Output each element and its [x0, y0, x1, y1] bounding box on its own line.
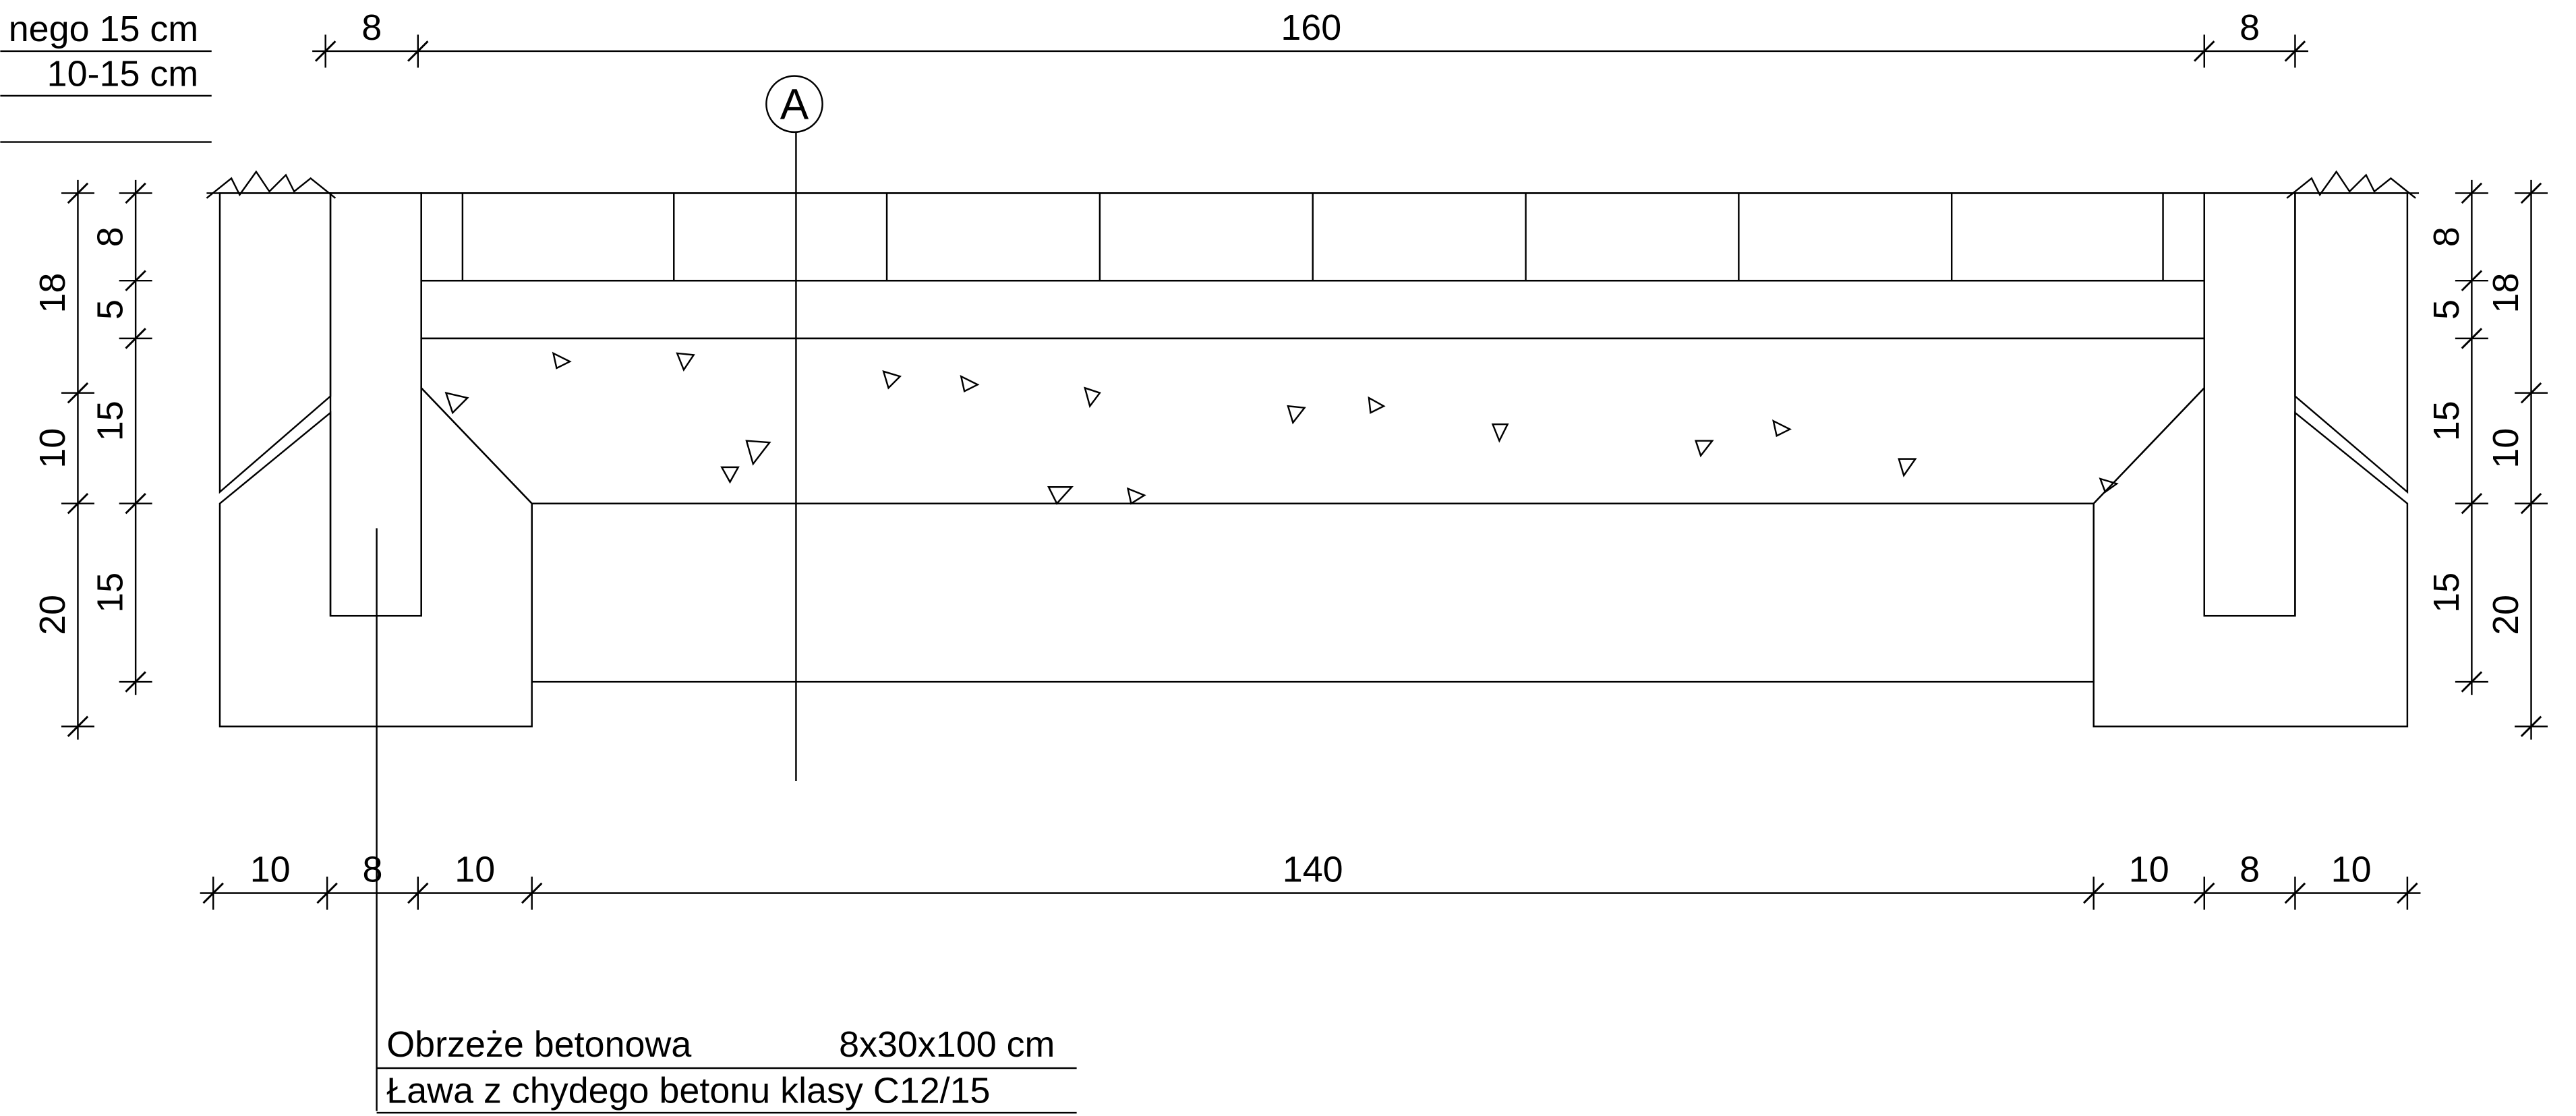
- legend-line: nego 15 cm: [9, 9, 198, 49]
- dim-label: 18: [2486, 273, 2526, 314]
- legend-top: nego 15 cm 10-15 cm: [0, 9, 212, 143]
- dim-label: 10: [455, 849, 495, 889]
- note-text: 8x30x100 cm: [839, 1024, 1055, 1065]
- curb: [2203, 192, 2296, 617]
- dim-label: 15: [2426, 401, 2467, 441]
- base-layer: [420, 279, 2205, 340]
- dim-label: 140: [1283, 849, 1343, 889]
- concrete-bench: [2092, 386, 2409, 728]
- soil: [2294, 192, 2409, 494]
- dim-label: 5: [90, 299, 131, 320]
- dim-label: 8: [2426, 227, 2467, 247]
- dim-label: 8: [2240, 7, 2260, 48]
- dim-label: 10: [32, 428, 73, 469]
- legend-line: 10-15 cm: [47, 53, 199, 94]
- sand-layer: [531, 502, 2095, 683]
- grass: [206, 170, 2416, 199]
- note-text: Ława z chydego betonu klasy C12/15: [386, 1070, 990, 1111]
- marker-label: A: [780, 80, 809, 128]
- dim-label: 8: [2240, 849, 2260, 889]
- dim-label: 10: [2129, 849, 2169, 889]
- dim-label: 8: [362, 849, 382, 889]
- dim-label: 20: [32, 595, 73, 635]
- aggregate: [444, 351, 2119, 505]
- dim-label: 15: [2426, 572, 2467, 613]
- pavers: [420, 192, 2205, 282]
- dim-label: 10: [250, 849, 291, 889]
- dimensions: 8 160 8 10 8 10 140 10 8 10 18 10 20 8 5 15 15 8 5 15 15 18 10…: [32, 7, 2548, 910]
- section-marker: A: [765, 75, 823, 782]
- dim-label: 5: [2426, 299, 2467, 320]
- dim-label: 8: [90, 227, 131, 247]
- note-text: Obrzeże betonowa: [386, 1024, 691, 1065]
- dim-label: 10: [2331, 849, 2372, 889]
- dim-label: 160: [1281, 7, 1341, 48]
- dim-label: 10: [2486, 428, 2526, 469]
- notes: Obrzeże betonowa 8x30x100 cm Ława z chyd…: [376, 528, 1077, 1114]
- soil: [218, 192, 332, 494]
- dim-label: 15: [90, 572, 131, 613]
- dim-label: 18: [32, 273, 73, 314]
- dim-label: 20: [2486, 595, 2526, 635]
- dim-label: 8: [361, 7, 382, 48]
- dim-label: 15: [90, 401, 131, 441]
